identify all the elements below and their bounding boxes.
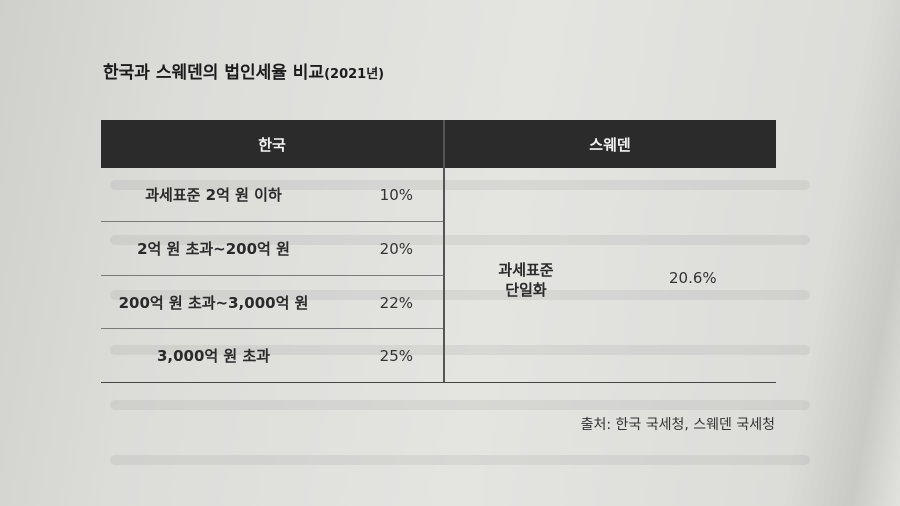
rate-value: 20% [379,239,413,258]
row-divider [101,221,443,222]
row-divider [101,275,443,276]
source-note: 출처: 한국 국세청, 스웨덴 국세청 [580,417,775,433]
bracket-label: 과세표준 2억 원 이하 [145,186,282,204]
bleed-through-line [110,180,810,190]
bleed-through-line [110,290,810,300]
rate-value: 22% [379,293,413,312]
tax-rate-table: 한국 스웨덴 과세표준 2억 원 이하 10% 2억 원 초과~200억 원 2… [101,120,776,383]
title-year: (2021년) [324,67,385,82]
title-text: 한국과 스웨덴의 법인세율 비교 [103,63,325,83]
table-row: 과세표준 2억 원 이하 10% [101,168,443,221]
header-sweden: 스웨덴 [444,120,776,168]
bleed-through-line [110,400,810,410]
table-row: 3,000억 원 초과 25% [101,329,443,382]
sweden-bracket-label: 과세표준 단일화 [471,260,581,300]
sweden-bracket-line1: 과세표준 [498,261,554,279]
sweden-bracket-line2: 단일화 [505,281,547,299]
page-title: 한국과 스웨덴의 법인세율 비교(2021년) [103,58,384,83]
bleed-through-line [110,235,810,245]
header-korea: 한국 [101,120,443,168]
bracket-label: 3,000억 원 초과 [156,347,271,365]
sweden-rate-value: 20.6% [669,269,717,287]
table-row: 200억 원 초과~3,000억 원 22% [101,276,443,329]
bleed-through-line [110,455,810,465]
column-divider [443,120,445,382]
table-row: 2억 원 초과~200억 원 20% [101,222,443,275]
rate-value: 25% [379,346,413,365]
bracket-label: 2억 원 초과~200억 원 [137,240,290,258]
bracket-label: 200억 원 초과~3,000억 원 [118,294,309,312]
rate-value: 10% [379,185,413,204]
bleed-through-line [110,345,810,355]
row-divider [101,328,443,329]
